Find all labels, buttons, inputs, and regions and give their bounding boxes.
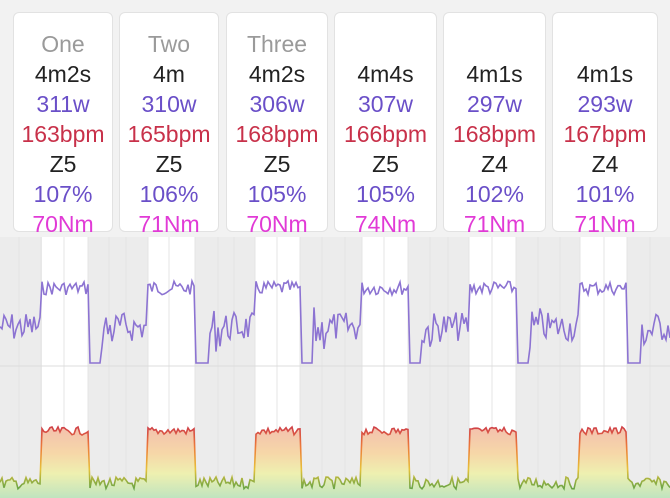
chart-gridlines <box>18 237 651 498</box>
lap-heart-rate: 168bpm <box>452 121 537 147</box>
lap-percent: 102% <box>465 181 524 207</box>
lap-power: 310w <box>141 91 197 117</box>
lap-card-2[interactable]: Two 4m 310w 165bpm Z5 106% 71Nm <box>119 12 219 237</box>
lap-card-6[interactable]: 4m1s 293w 167bpm Z4 101% 71Nm <box>552 12 658 237</box>
lap-heart-rate: 166bpm <box>343 121 428 147</box>
lap-duration: 4m2s <box>248 61 306 87</box>
lap-torque: 71Nm <box>463 211 526 237</box>
lap-power: 311w <box>36 91 90 117</box>
lap-zone: Z4 <box>591 151 619 177</box>
lap-duration: 4m <box>153 61 185 87</box>
lap-heart-rate: 168bpm <box>235 121 319 147</box>
lap-label: Two <box>147 31 191 57</box>
lap-power: 297w <box>467 91 522 117</box>
lap-duration: 4m1s <box>466 61 523 87</box>
lap-zone: Z4 <box>481 151 508 177</box>
lap-zone: Z5 <box>372 151 399 177</box>
lap-torque: 71Nm <box>138 211 200 237</box>
lap-zone: Z5 <box>263 151 291 177</box>
lap-card-1[interactable]: One 4m2s 311w 163bpm Z5 107% 70Nm <box>13 12 113 237</box>
workout-chart-svg <box>0 237 670 498</box>
lap-duration: 4m4s <box>357 61 414 87</box>
lap-heart-rate: 163bpm <box>21 121 105 147</box>
lap-percent: 106% <box>139 181 199 207</box>
power-line <box>0 278 670 364</box>
workout-chart[interactable] <box>0 237 670 498</box>
lap-label: Three <box>246 31 308 57</box>
lap-card-4[interactable]: 4m4s 307w 166bpm Z5 105% 74Nm <box>334 12 437 237</box>
lap-percent: 105% <box>356 181 415 207</box>
lap-card-5[interactable]: 4m1s 297w 168bpm Z4 102% 71Nm <box>443 12 546 237</box>
heart-rate-area <box>0 427 670 498</box>
lap-duration: 4m2s <box>34 61 92 87</box>
lap-cards: One 4m2s 311w 163bpm Z5 107% 70Nm Two 4m… <box>0 0 670 237</box>
lap-heart-rate: 167bpm <box>563 121 647 147</box>
lap-zone: Z5 <box>155 151 183 177</box>
lap-zone: Z5 <box>49 151 77 177</box>
lap-percent: 105% <box>247 181 307 207</box>
lap-label: One <box>41 31 85 57</box>
lap-torque: 74Nm <box>354 211 417 237</box>
lap-percent: 101% <box>575 181 635 207</box>
lap-percent: 107% <box>33 181 93 207</box>
lap-duration: 4m1s <box>576 61 634 87</box>
lap-power: 307w <box>358 91 413 117</box>
lap-power: 293w <box>577 91 633 117</box>
heart-rate-line <box>0 425 670 492</box>
lap-card-3[interactable]: Three 4m2s 306w 168bpm Z5 105% 70Nm <box>226 12 328 237</box>
lap-power: 306w <box>249 91 305 117</box>
lap-torque: 70Nm <box>32 211 94 237</box>
interval-bands <box>42 237 627 498</box>
lap-heart-rate: 165bpm <box>127 121 211 147</box>
lap-torque: 71Nm <box>574 211 636 237</box>
lap-torque: 70Nm <box>246 211 308 237</box>
